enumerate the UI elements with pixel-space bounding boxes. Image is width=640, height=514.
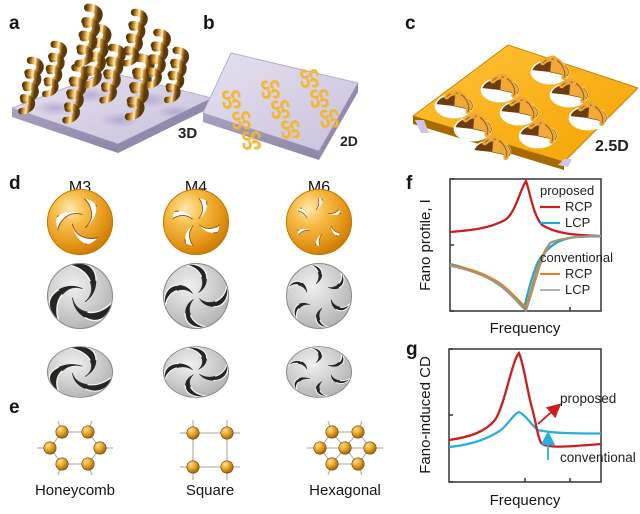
svg-text:RCP: RCP [565,266,592,281]
svg-text:LCP: LCP [565,282,590,297]
svg-text:RCP: RCP [565,199,592,214]
svg-text:LCP: LCP [565,215,590,230]
svg-text:Frequency: Frequency [490,320,561,337]
svg-text:Fano-induced CD: Fano-induced CD [420,356,434,474]
svg-text:conventional: conventional [560,450,636,465]
svg-text:Hexagonal: Hexagonal [309,482,381,499]
svg-text:Honeycomb: Honeycomb [35,482,115,499]
svg-text:Fano profile, I: Fano profile, I [420,199,434,291]
svg-text:proposed: proposed [560,391,616,406]
svg-text:conventional: conventional [540,250,613,265]
svg-text:proposed: proposed [540,183,594,198]
svg-text:Frequency: Frequency [490,492,561,509]
svg-text:2.5D: 2.5D [595,138,629,155]
svg-text:Square: Square [186,482,234,499]
